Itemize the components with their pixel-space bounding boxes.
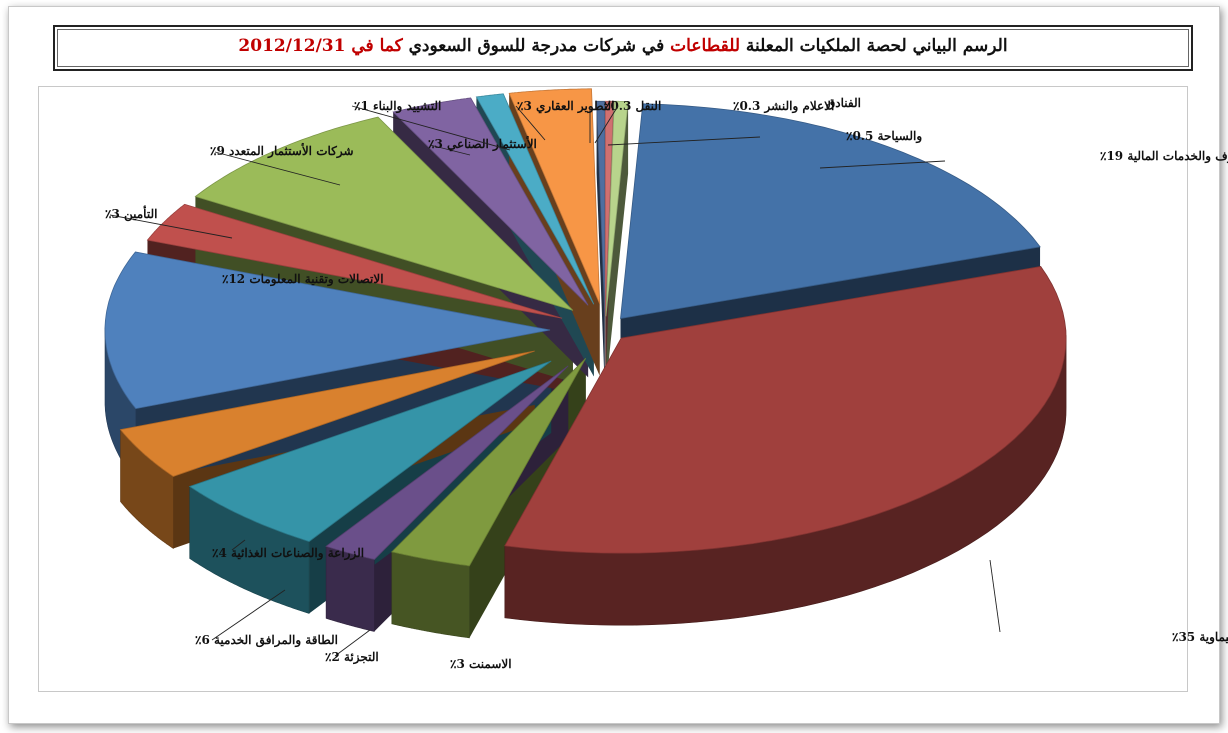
pie-slice	[194, 116, 574, 311]
slice-label: التأمين 3٪	[105, 205, 157, 222]
leader-line	[214, 151, 341, 186]
pie-slice	[620, 103, 1041, 319]
pie-slice-side	[391, 551, 470, 639]
leader-line	[607, 136, 761, 146]
pie-slice	[508, 88, 601, 304]
slice-label: الطاقة والمرافق الخدمية 6٪	[195, 633, 338, 648]
leader-line	[109, 214, 233, 239]
pie-slice	[104, 251, 551, 410]
slice-label: المصارف والخدمات المالية 19٪	[1100, 149, 1228, 164]
pie-slice	[146, 203, 563, 319]
leader-line	[334, 629, 371, 657]
slice-label: الصناعات البتروكيماوية 35٪	[1172, 630, 1228, 645]
slice-label: الفنادق	[826, 96, 861, 110]
pie-slice	[390, 358, 587, 567]
slice-label: شركات الأستثمار المتعدد 9٪	[210, 143, 354, 159]
slice-label: التشييد والبناء 1٪	[354, 99, 441, 114]
leader-line	[351, 105, 511, 151]
pie-slice	[392, 97, 589, 306]
pie-slice-cut-face	[605, 101, 629, 389]
leader-line	[515, 105, 546, 141]
leader-line	[819, 160, 946, 169]
pie-slice	[475, 93, 595, 305]
pie-slice	[325, 365, 569, 560]
slice-label: الأستثمار الصناعي 3٪	[428, 136, 537, 152]
pie-slice	[119, 350, 535, 477]
leader-line	[429, 144, 471, 156]
pie-slice-cut-face	[596, 101, 605, 389]
leader-line	[231, 539, 246, 551]
leader-line	[989, 559, 1001, 633]
leader-line	[211, 589, 286, 641]
slice-label: الزراعة والصناعات الغذائية 4٪	[212, 546, 364, 561]
pie-slice	[188, 360, 552, 542]
slice-label: والسياحة 0.5٪	[846, 129, 922, 144]
slice-label: التجزئة 2٪	[325, 650, 379, 665]
pie-slice	[504, 266, 1067, 554]
title-box: الرسم البياني لحصة الملكيات المعلنة للقط…	[53, 25, 1193, 71]
pie-slice	[605, 100, 629, 317]
slice-label: الاعلام والنشر 0.3٪	[733, 99, 834, 114]
pie-slice	[604, 100, 615, 317]
slice-label: التطوير العقاري 3٪	[517, 99, 614, 114]
pie-slice	[596, 100, 606, 317]
slice-label: الاسمنت 3٪	[450, 657, 512, 671]
slice-label: الاتصالات وتقنية المعلومات 12٪	[222, 272, 384, 287]
leader-line	[594, 105, 619, 144]
slice-label: النقل 0.3٪	[604, 99, 661, 113]
